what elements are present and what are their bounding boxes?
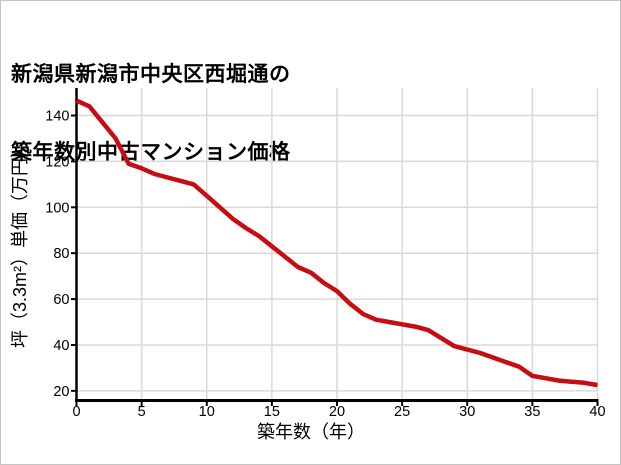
y-axis-title: 坪（3.3m²）単価（万円）: [10, 140, 30, 348]
chart-title-line2: 築年数別中古マンション価格: [11, 141, 291, 164]
y-tick-label: 80: [53, 246, 69, 262]
x-tick-label: 5: [138, 404, 146, 420]
chart-title-line1: 新潟県新潟市中央区西堀通の: [11, 63, 291, 86]
x-axis-title: 築年数（年）: [257, 422, 365, 442]
x-tick-label: 40: [589, 404, 605, 420]
y-tick-label: 60: [53, 292, 69, 308]
x-tick-label: 0: [72, 404, 80, 420]
y-tick-label: 20: [53, 384, 69, 400]
x-tick-label: 30: [459, 404, 475, 420]
axis-ticks: [71, 114, 599, 406]
x-tick-label: 20: [329, 404, 345, 420]
x-tick-label: 10: [199, 404, 215, 420]
y-tick-label: 140: [45, 109, 69, 125]
x-tick-label: 15: [264, 404, 280, 420]
gridlines: [76, 88, 599, 401]
y-tick-label: 100: [45, 200, 69, 216]
y-tick-label: 120: [45, 154, 69, 170]
price-line-series: [75, 98, 598, 388]
x-tick-label: 25: [394, 404, 410, 420]
chart-title: 新潟県新潟市中央区西堀通の 築年数別中古マンション価格: [11, 10, 291, 218]
y-tick-label: 40: [53, 338, 69, 354]
x-tick-label: 35: [524, 404, 540, 420]
